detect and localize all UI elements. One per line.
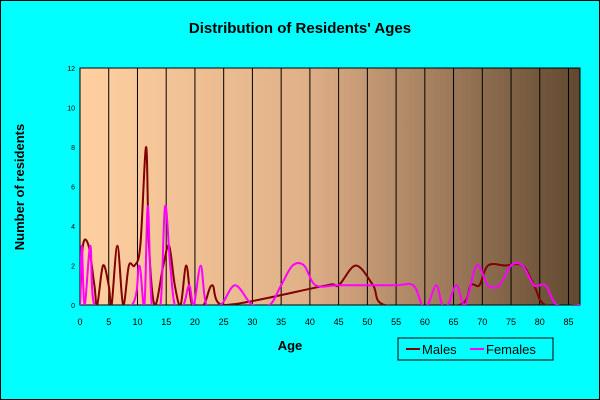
x-tick-label: 60 [420,317,430,327]
x-tick-label: 70 [477,317,487,327]
x-tick-label: 50 [362,317,372,327]
x-tick-label: 55 [391,317,401,327]
series-line-females [80,205,580,305]
x-tick-label: 20 [190,317,200,327]
x-tick-label: 15 [161,317,171,327]
y-tick-label: 2 [71,264,75,271]
y-tick-label: 6 [71,185,75,192]
x-tick-label: 5 [106,317,111,327]
series-lines [80,145,580,305]
x-tick-label: 35 [276,317,286,327]
x-axis-ticks: 0 5 10 15 20 25 30 35 40 45 50 55 60 65 70 75 80 85 [77,317,573,327]
x-tick-label: 25 [219,317,229,327]
x-tick-label: 65 [449,317,459,327]
series-line-males [80,145,580,305]
x-tick-label: 85 [563,317,573,327]
chart-title: Distribution of Residents' Ages [189,20,411,37]
x-tick-label: 80 [535,317,545,327]
legend-label-females: Females [486,342,536,357]
y-tick-label: 0 [71,303,75,310]
x-axis-title: Age [278,338,303,353]
series-females [80,205,580,305]
y-axis-title: Number of residents [12,124,27,250]
x-tick-label: 75 [506,317,516,327]
plot-area [79,67,581,306]
legend: Males Females [397,337,554,361]
series-males [80,145,580,305]
x-tick-label: 10 [132,317,142,327]
y-axis-ticks: 0 2 4 6 8 10 12 [67,66,75,310]
legend-label-males: Males [422,342,457,357]
y-tick-label: 12 [67,66,75,73]
x-tick-label: 40 [305,317,315,327]
x-tick-label: 30 [247,317,257,327]
x-tick-label: 45 [334,317,344,327]
y-tick-label: 8 [71,145,75,152]
y-tick-label: 4 [71,224,75,231]
grid-lines [108,68,570,305]
x-tick-label: 0 [77,317,82,327]
y-tick-label: 10 [67,106,75,113]
